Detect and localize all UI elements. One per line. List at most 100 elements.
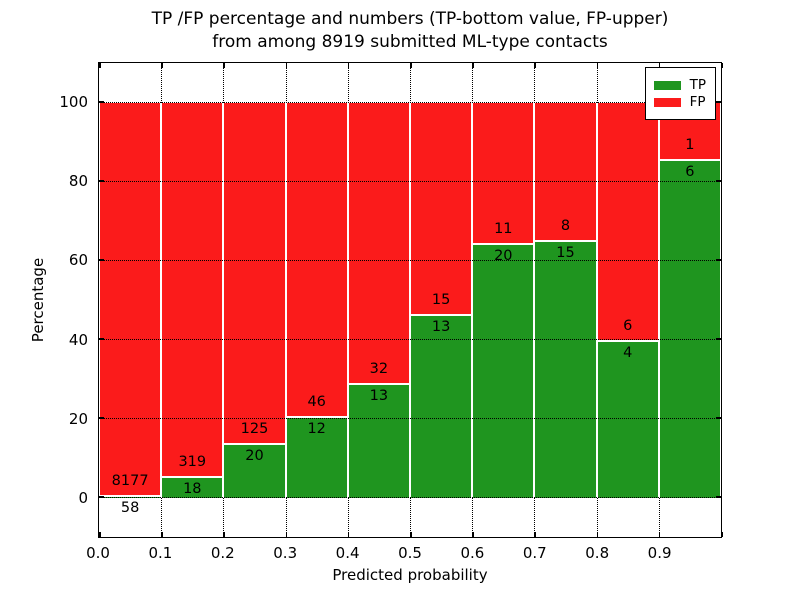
tp-count-label: 20 bbox=[245, 448, 264, 465]
legend-item-fp: FP bbox=[653, 94, 706, 110]
fp-count-label: 46 bbox=[307, 393, 326, 410]
bin-edge-white-dash bbox=[471, 102, 474, 498]
axis-tick-x bbox=[285, 532, 288, 537]
fp-count-label: 1 bbox=[685, 136, 695, 153]
tp-count-label: 18 bbox=[183, 481, 202, 498]
tp-bar-segment bbox=[224, 443, 285, 498]
bar-bin-0.9 bbox=[658, 102, 721, 498]
tp-bar-segment bbox=[100, 494, 161, 498]
bin-edge-white-dash bbox=[657, 102, 660, 498]
bin-edge-white-dash bbox=[533, 102, 536, 498]
bin-edge-white-dash bbox=[222, 102, 225, 498]
tp-count-label: 4 bbox=[623, 344, 633, 361]
chart-title: TP /FP percentage and numbers (TP-bottom… bbox=[98, 8, 722, 54]
bar-bin-0.4 bbox=[347, 102, 410, 498]
axis-tick-y bbox=[716, 496, 721, 498]
y-tick-label-100: 100 bbox=[59, 92, 88, 111]
x-axis-label: Predicted probability bbox=[332, 566, 488, 584]
axis-tick-x bbox=[596, 63, 599, 68]
fp-bar-segment bbox=[473, 102, 534, 243]
y-tick-label-60: 60 bbox=[68, 251, 88, 270]
horizontal-gridline-100 bbox=[99, 101, 721, 103]
tp-count-label: 13 bbox=[431, 319, 451, 336]
legend: TP FP bbox=[644, 67, 716, 120]
plot-area: 8177 58 319 18 125 20 46 12 32 13 15 13 11 20 8 15 6 4 1 6 … bbox=[98, 62, 723, 538]
axis-tick-y bbox=[716, 338, 721, 340]
tp-bar-segment bbox=[348, 383, 409, 498]
y-axis-label: Percentage bbox=[29, 257, 47, 343]
y-tick-label-0: 0 bbox=[78, 489, 88, 508]
axis-tick-x bbox=[534, 532, 536, 537]
fp-bar-segment bbox=[286, 102, 347, 416]
tp-count-label: 58 bbox=[120, 499, 140, 516]
axis-tick-y bbox=[99, 496, 104, 498]
tp-count-label: 6 bbox=[685, 163, 695, 180]
chart-title-line2: from among 8919 submitted ML-type contac… bbox=[212, 32, 608, 52]
horizontal-gridline-80 bbox=[99, 180, 721, 182]
x-tick-label-0.1: 0.1 bbox=[148, 544, 173, 562]
axis-tick-x bbox=[534, 63, 536, 68]
axis-tick-x bbox=[410, 63, 412, 68]
axis-tick-x bbox=[99, 532, 101, 537]
axis-tick-x bbox=[721, 63, 723, 68]
y-tick-label-20: 20 bbox=[68, 410, 88, 428]
tp-count-label: 12 bbox=[307, 420, 326, 437]
bar-bin-0.8 bbox=[596, 102, 659, 498]
legend-swatch-fp-icon bbox=[653, 97, 681, 107]
bin-edge-white-dash bbox=[284, 102, 287, 498]
bar-bin-0.5 bbox=[410, 102, 473, 498]
horizontal-gridline-0 bbox=[99, 496, 721, 498]
x-tick-label-0.4: 0.4 bbox=[335, 544, 360, 562]
axis-tick-y bbox=[99, 101, 104, 103]
bar-bin-0.3 bbox=[285, 102, 348, 498]
tp-bar-segment bbox=[597, 339, 658, 498]
fp-bar-segment bbox=[535, 102, 596, 240]
tp-count-label: 15 bbox=[556, 244, 575, 261]
axis-tick-y bbox=[716, 101, 721, 103]
bin-edge-white-dash bbox=[346, 102, 349, 498]
tp-count-label: 13 bbox=[369, 388, 389, 405]
axis-tick-x bbox=[347, 63, 350, 68]
axis-tick-x bbox=[161, 63, 163, 68]
legend-label-tp: TP bbox=[689, 77, 706, 93]
legend-item-tp: TP bbox=[653, 77, 706, 93]
axis-tick-x bbox=[721, 532, 723, 537]
fp-count-label: 125 bbox=[240, 421, 269, 438]
horizontal-gridline-40 bbox=[99, 338, 721, 340]
axis-tick-x bbox=[223, 63, 225, 68]
y-tick-label-80: 80 bbox=[68, 172, 88, 190]
axis-tick-y bbox=[99, 417, 104, 419]
fp-count-label: 6 bbox=[623, 317, 633, 334]
tp-bar-segment bbox=[286, 415, 347, 498]
horizontal-gridline-60 bbox=[99, 259, 721, 261]
fp-bar-segment bbox=[100, 102, 161, 495]
x-tick-label-0.8: 0.8 bbox=[585, 544, 610, 562]
x-tick-label-0.5: 0.5 bbox=[398, 544, 422, 562]
axis-tick-x bbox=[472, 63, 474, 68]
bar-bin-0.2 bbox=[223, 102, 286, 498]
axis-tick-x bbox=[472, 532, 474, 537]
axis-tick-x bbox=[410, 532, 412, 537]
axis-tick-y bbox=[716, 417, 721, 419]
axis-tick-x bbox=[223, 532, 225, 537]
axis-tick-x bbox=[285, 63, 288, 68]
fp-count-label: 11 bbox=[494, 220, 513, 237]
axis-tick-y bbox=[99, 338, 104, 340]
legend-swatch-tp-icon bbox=[653, 80, 681, 90]
tp-bar-segment bbox=[535, 239, 596, 498]
axis-tick-x bbox=[161, 532, 163, 537]
tp-count-label: 20 bbox=[494, 247, 513, 264]
x-tick-label-0.0: 0.0 bbox=[86, 544, 110, 562]
tp-bar-segment bbox=[411, 314, 472, 498]
fp-count-label: 32 bbox=[369, 361, 389, 378]
axis-tick-x bbox=[596, 532, 599, 537]
bin-edge-white-dash bbox=[409, 102, 411, 498]
x-tick-label-0.2: 0.2 bbox=[210, 544, 235, 562]
bar-bin-0.0 bbox=[99, 102, 162, 498]
horizontal-gridline-20 bbox=[99, 417, 721, 419]
x-tick-label-0.3: 0.3 bbox=[273, 544, 298, 562]
axis-tick-x bbox=[658, 63, 661, 68]
legend-label-fp: FP bbox=[689, 94, 706, 110]
fp-bar-segment bbox=[411, 102, 472, 315]
bin-edge-white-dash bbox=[595, 102, 598, 498]
